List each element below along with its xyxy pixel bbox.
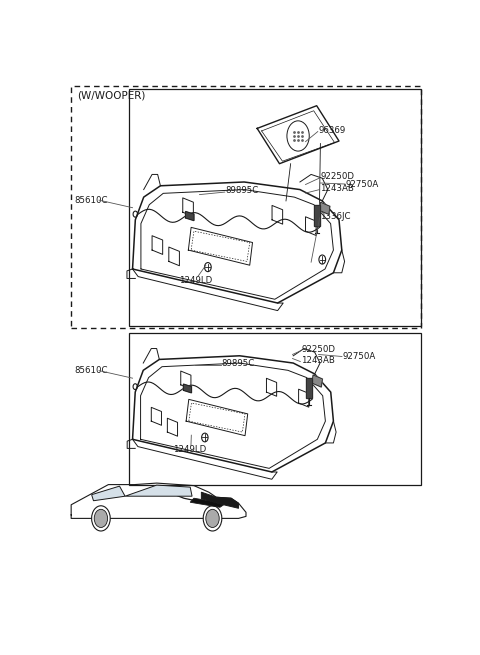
Polygon shape: [306, 378, 312, 398]
Circle shape: [94, 510, 108, 527]
Polygon shape: [314, 206, 320, 225]
Bar: [71, 86, 421, 328]
Text: (W/WOOPER): (W/WOOPER): [77, 90, 145, 100]
Text: 85610C: 85610C: [74, 196, 108, 204]
Text: 1336JC: 1336JC: [321, 212, 351, 221]
Circle shape: [206, 510, 219, 527]
Polygon shape: [320, 202, 330, 214]
Text: 89895C: 89895C: [226, 186, 259, 195]
Text: 1243AB: 1243AB: [321, 183, 354, 193]
Circle shape: [202, 433, 208, 442]
Text: 92250D: 92250D: [321, 172, 354, 181]
Text: 1249LD: 1249LD: [173, 445, 207, 454]
Bar: [129, 333, 421, 485]
Polygon shape: [190, 498, 224, 507]
Text: 89895C: 89895C: [222, 358, 255, 367]
Text: 1243AB: 1243AB: [301, 356, 335, 365]
Text: 1249LD: 1249LD: [179, 276, 212, 285]
Polygon shape: [202, 492, 239, 508]
Polygon shape: [125, 485, 192, 496]
Polygon shape: [312, 375, 323, 387]
Text: 92750A: 92750A: [346, 179, 379, 189]
Text: 92750A: 92750A: [343, 352, 376, 361]
Polygon shape: [186, 212, 194, 221]
Circle shape: [203, 506, 222, 531]
Circle shape: [287, 121, 309, 151]
Polygon shape: [183, 384, 192, 393]
Text: 85610C: 85610C: [74, 366, 108, 375]
Text: 96369: 96369: [319, 126, 346, 134]
Text: 92250D: 92250D: [301, 345, 335, 354]
Circle shape: [92, 506, 110, 531]
Circle shape: [204, 263, 211, 272]
Circle shape: [319, 255, 325, 264]
Bar: [129, 88, 421, 326]
Polygon shape: [92, 486, 125, 500]
